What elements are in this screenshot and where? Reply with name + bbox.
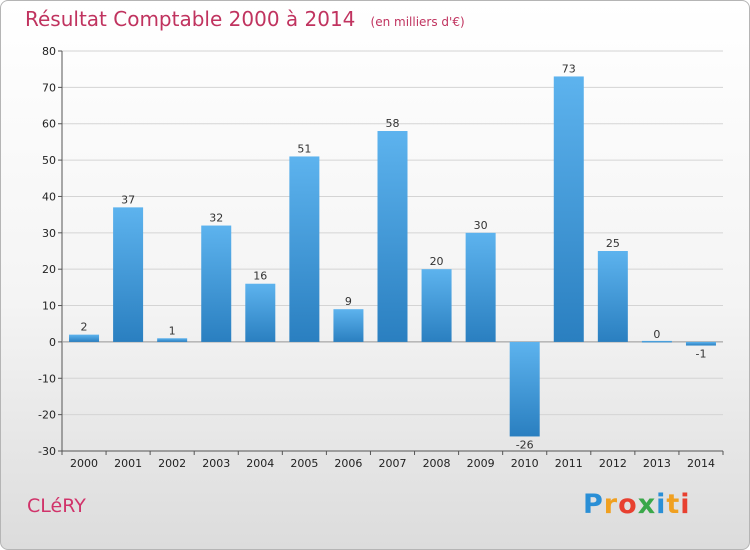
value-label-2007: 58: [386, 117, 400, 130]
value-label-2002: 1: [169, 324, 176, 337]
value-label-2004: 16: [253, 270, 267, 283]
value-label-2011: 73: [562, 62, 576, 75]
bar-2006: [333, 309, 364, 342]
bar-2012: [597, 251, 628, 342]
bar-2000: [69, 334, 100, 342]
bar-2010: [509, 341, 540, 437]
x-tick-label-2005: 2005: [290, 457, 318, 470]
bars: [69, 76, 716, 437]
bar-2001: [113, 207, 144, 342]
bar-2007: [377, 131, 408, 342]
y-tick-label: -20: [38, 409, 56, 422]
x-tick-label-2013: 2013: [643, 457, 671, 470]
x-tick-label-2008: 2008: [423, 457, 451, 470]
bar-2002: [157, 338, 188, 342]
logo-letter: P: [583, 489, 604, 520]
bar-2011: [553, 76, 584, 342]
y-tick-label: 30: [42, 227, 56, 240]
value-label-2014: -1: [695, 348, 706, 361]
value-label-2008: 20: [430, 255, 444, 268]
bar-2003: [201, 225, 232, 342]
y-tick-label: -10: [38, 372, 56, 385]
value-label-2000: 2: [81, 321, 88, 334]
logo-letter: o: [618, 489, 638, 520]
labels: -30-20-100102030405060708022000372001120…: [38, 45, 715, 470]
x-tick-label-2000: 2000: [70, 457, 98, 470]
y-tick-label: 80: [42, 45, 56, 58]
y-tick-label: -30: [38, 445, 56, 458]
value-label-2010: -26: [516, 438, 534, 451]
bar-2013: [641, 340, 672, 343]
y-tick-label: 70: [42, 81, 56, 94]
x-tick-label-2014: 2014: [687, 457, 715, 470]
chart-unit: (en milliers d'€): [370, 15, 465, 29]
x-tick-label-2010: 2010: [511, 457, 539, 470]
x-tick-label-2003: 2003: [202, 457, 230, 470]
proxiti-logo[interactable]: Proxiti: [583, 489, 691, 520]
logo-letter: r: [603, 489, 619, 520]
y-tick-label: 60: [42, 118, 56, 131]
x-tick-label-2002: 2002: [158, 457, 186, 470]
x-tick-label-2009: 2009: [467, 457, 495, 470]
title-row: Résultat Comptable 2000 à 2014 (en milli…: [25, 7, 465, 31]
bar-2005: [289, 156, 320, 342]
logo-letter: i: [680, 489, 691, 520]
x-tick-label-2006: 2006: [334, 457, 362, 470]
x-tick-label-2011: 2011: [555, 457, 583, 470]
value-label-2013: 0: [653, 328, 660, 341]
value-label-2005: 51: [297, 142, 311, 155]
value-label-2001: 37: [121, 193, 135, 206]
bar-2008: [421, 269, 452, 342]
y-tick-label: 0: [49, 336, 56, 349]
x-tick-label-2001: 2001: [114, 457, 142, 470]
x-tick-label-2007: 2007: [379, 457, 407, 470]
y-tick-label: 40: [42, 190, 56, 203]
value-label-2006: 9: [345, 295, 352, 308]
x-tick-label-2012: 2012: [599, 457, 627, 470]
value-label-2009: 30: [474, 219, 488, 232]
x-tick-label-2004: 2004: [246, 457, 274, 470]
commune-name: CLéRY: [27, 495, 86, 517]
bar-2009: [465, 232, 496, 342]
y-tick-label: 50: [42, 154, 56, 167]
y-tick-label: 10: [42, 300, 56, 313]
y-tick-label: 20: [42, 263, 56, 276]
chart-title: Résultat Comptable 2000 à 2014: [25, 7, 356, 31]
bar-2014: [685, 341, 716, 346]
value-label-2012: 25: [606, 237, 620, 250]
logo-letter: t: [666, 489, 681, 520]
logo-letter: x: [637, 489, 657, 520]
logo-letter: i: [656, 489, 667, 520]
bar-2004: [245, 283, 276, 342]
value-label-2003: 32: [209, 212, 223, 225]
